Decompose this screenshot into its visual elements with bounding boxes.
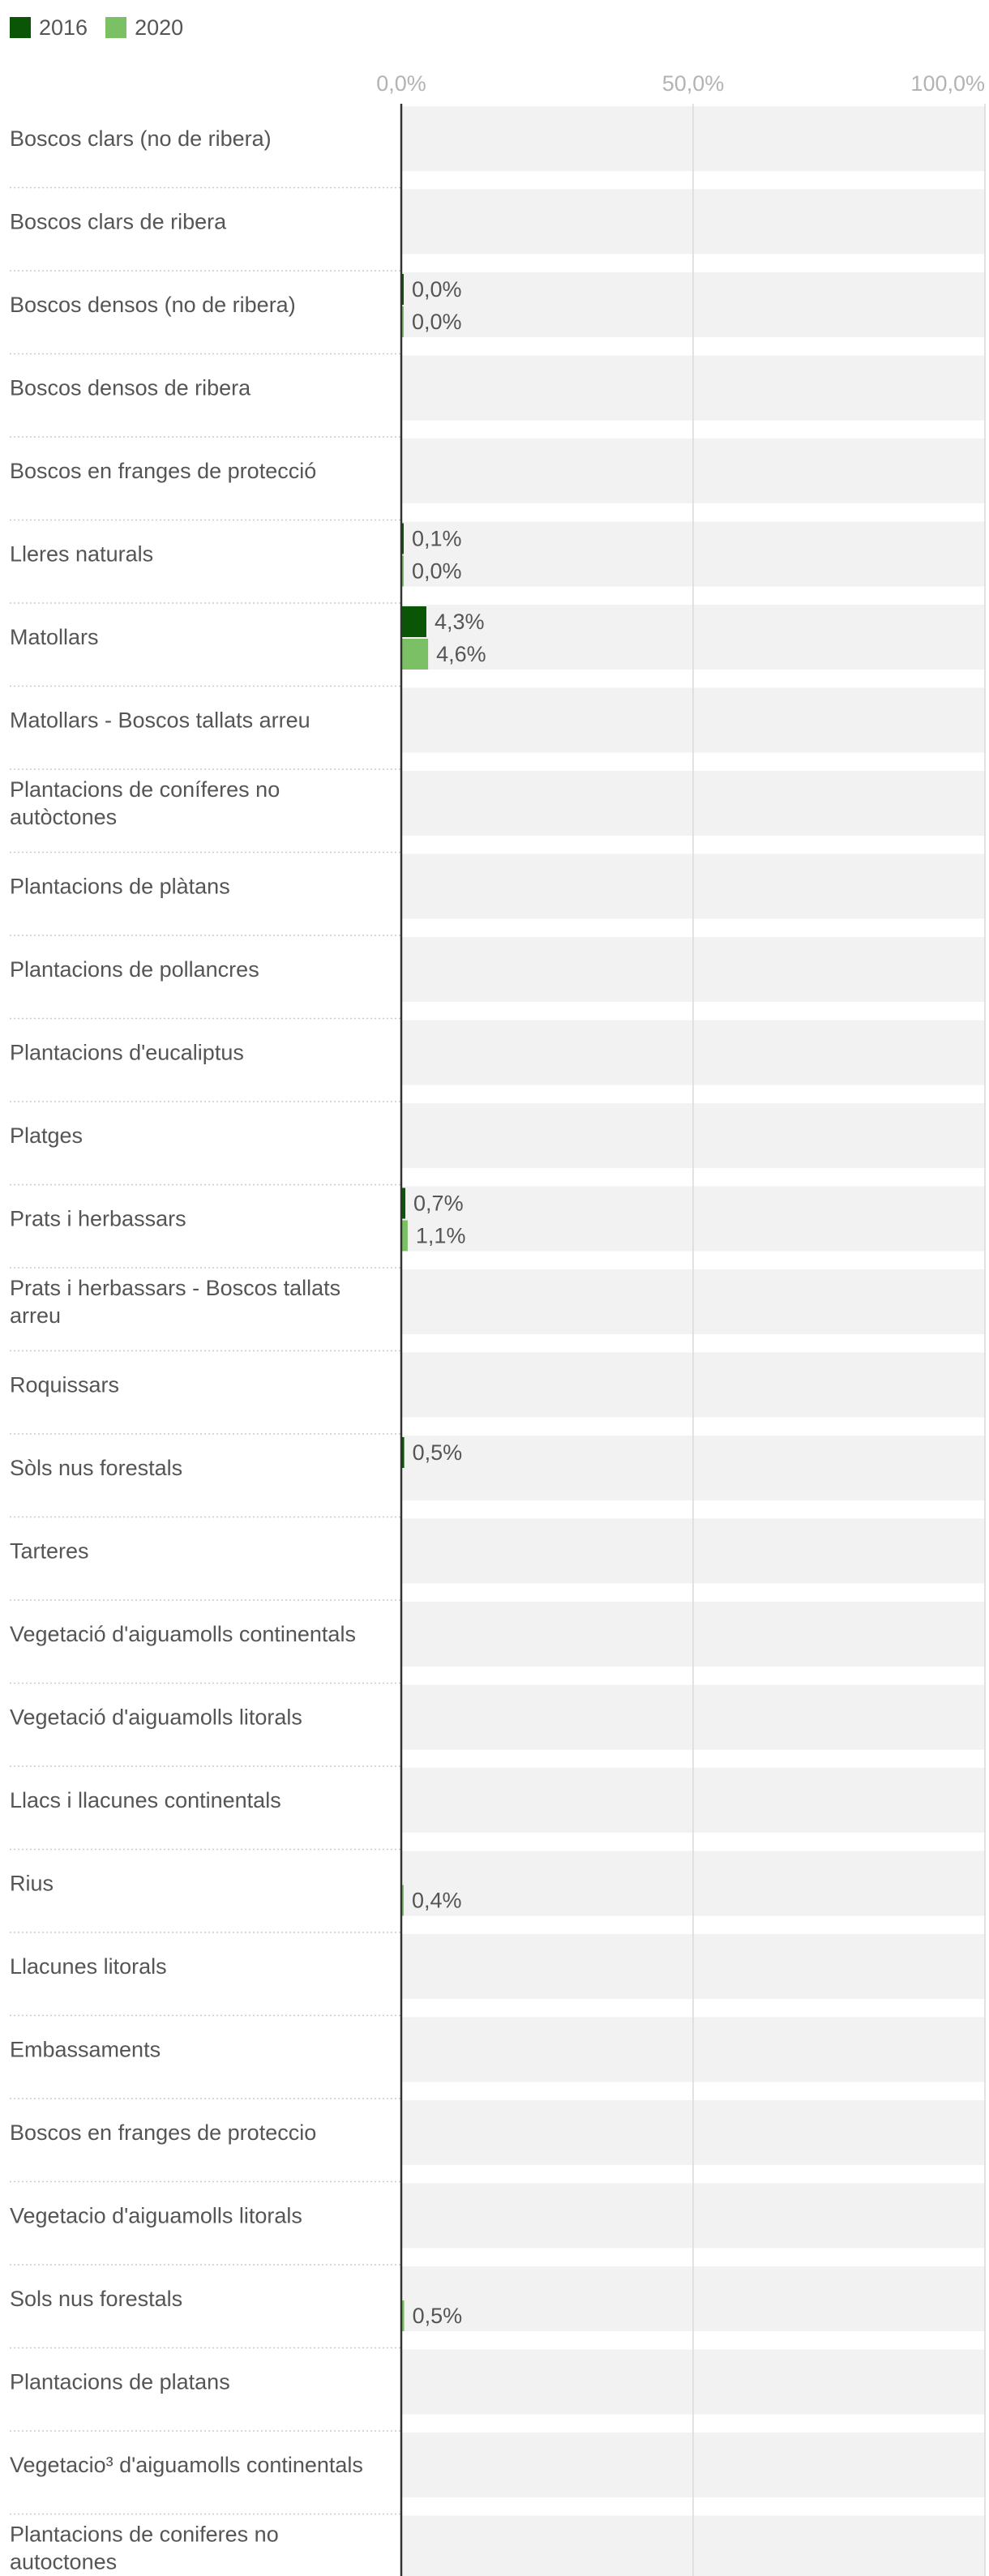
- legend-swatch-2020: [105, 17, 127, 38]
- category-label: Llacunes litorals: [10, 1954, 167, 1979]
- category-label: Lleres naturals: [10, 542, 153, 567]
- legend-item-2016[interactable]: 2016: [10, 15, 88, 41]
- category-label: Plantacions de coníferes no autòctones: [10, 777, 280, 829]
- category-label: Boscos en franges de protecció: [10, 459, 316, 483]
- category-label: Plantacions de plàtans: [10, 875, 230, 899]
- legend-swatch-2016: [10, 17, 31, 38]
- value-label-2020: 0,0%: [412, 310, 462, 334]
- category-label: Plantacions de pollancres: [10, 957, 259, 982]
- category-label: Plantacions de coniferes no autoctones: [10, 2523, 279, 2574]
- category-label: Boscos clars (no de ribera): [10, 126, 272, 151]
- bar-2020: [401, 2300, 405, 2331]
- legend-label-2016: 2016: [39, 15, 88, 40]
- value-label-2020: 4,6%: [436, 642, 486, 666]
- category-label: Vegetació d'aiguamolls litorals: [10, 1705, 302, 1730]
- value-label-2020: 0,5%: [413, 2304, 463, 2328]
- bar-2020: [401, 306, 404, 337]
- value-label-2016: 4,3%: [435, 610, 485, 634]
- category-label: Vegetacio d'aiguamolls litorals: [10, 2204, 302, 2228]
- category-label: Sols nus forestals: [10, 2287, 182, 2311]
- category-label: Prats i herbassars: [10, 1207, 186, 1231]
- bar-2020: [401, 555, 404, 587]
- category-label: Embassaments: [10, 2038, 161, 2062]
- legend-label-2020: 2020: [135, 15, 184, 40]
- value-label-2016: 0,0%: [412, 277, 462, 302]
- x-tick-label: 100,0%: [910, 71, 985, 96]
- category-label: Roquissars: [10, 1373, 119, 1397]
- category-label: Boscos en franges de proteccio: [10, 2120, 316, 2145]
- bar-2016: [401, 1437, 405, 1468]
- bar-2020: [401, 639, 429, 670]
- category-label: Tarteres: [10, 1539, 89, 1564]
- category-label: Vegetació d'aiguamolls continentals: [10, 1622, 356, 1646]
- category-label: Matollars: [10, 625, 99, 649]
- category-label: Boscos densos de ribera: [10, 376, 251, 400]
- value-label-2016: 0,5%: [413, 1440, 463, 1465]
- bar-2020: [401, 1885, 404, 1916]
- legend: 2016 2020: [10, 13, 183, 42]
- category-label: Plantacions d'eucaliptus: [10, 1041, 244, 1065]
- category-label: Llacs i llacunes continentals: [10, 1788, 281, 1812]
- bar-2016: [401, 1187, 406, 1219]
- category-label: Matollars - Boscos tallats arreu: [10, 708, 310, 733]
- x-tick-label: 50,0%: [662, 71, 725, 96]
- legend-item-2020[interactable]: 2020: [105, 15, 183, 41]
- value-label-2020: 1,1%: [416, 1224, 466, 1248]
- x-tick-label: 0,0%: [376, 71, 426, 96]
- category-label: Boscos clars de ribera: [10, 210, 227, 234]
- bar-2020: [401, 1220, 408, 1252]
- bar-2016: [401, 606, 426, 637]
- category-label: Platges: [10, 1123, 83, 1148]
- category-label: Sòls nus forestals: [10, 1456, 182, 1480]
- category-label: Rius: [10, 1872, 54, 1896]
- category-label: Vegetacio³ d'aiguamolls continentals: [10, 2453, 363, 2477]
- value-label-2016: 0,1%: [412, 527, 462, 551]
- bar-2016: [401, 274, 404, 305]
- value-label-2020: 0,4%: [412, 1889, 462, 1913]
- value-label-2016: 0,7%: [413, 1192, 464, 1216]
- category-label: Plantacions de platans: [10, 2370, 230, 2394]
- value-label-2020: 0,0%: [412, 559, 462, 584]
- category-label: Boscos densos (no de ribera): [10, 293, 296, 317]
- bar-2016: [401, 523, 404, 554]
- category-label: Prats i herbassars - Boscos tallats arreu: [10, 1276, 340, 1328]
